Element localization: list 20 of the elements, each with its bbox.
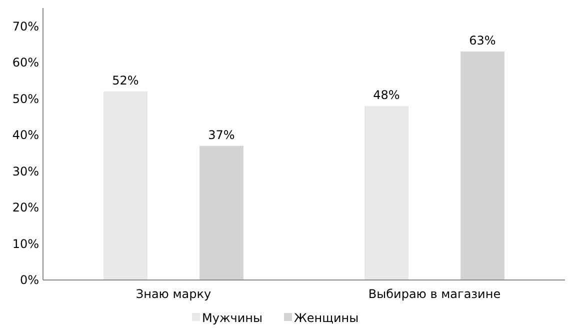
x-tick-label: Выбираю в магазине [368,287,501,301]
legend-label: Мужчины [202,311,262,326]
bar [460,52,504,280]
data-label: 48% [373,88,400,102]
y-tick-label: 70% [12,19,39,34]
y-tick-label: 60% [12,56,39,70]
bar [104,91,148,280]
data-label: 63% [469,34,496,48]
y-tick-label: 30% [12,164,39,178]
data-label: 37% [208,128,235,142]
y-tick-label: 40% [12,128,39,142]
y-tick-label: 10% [12,236,39,251]
y-tick-label: 50% [12,92,39,106]
y-tick-label: 20% [12,200,39,215]
data-label: 52% [112,73,139,88]
x-tick-label: Знаю марку [136,287,212,301]
legend-label: Женщины [294,311,359,326]
y-tick-label: 0% [20,273,39,288]
bar [364,106,408,280]
bar [200,146,244,280]
